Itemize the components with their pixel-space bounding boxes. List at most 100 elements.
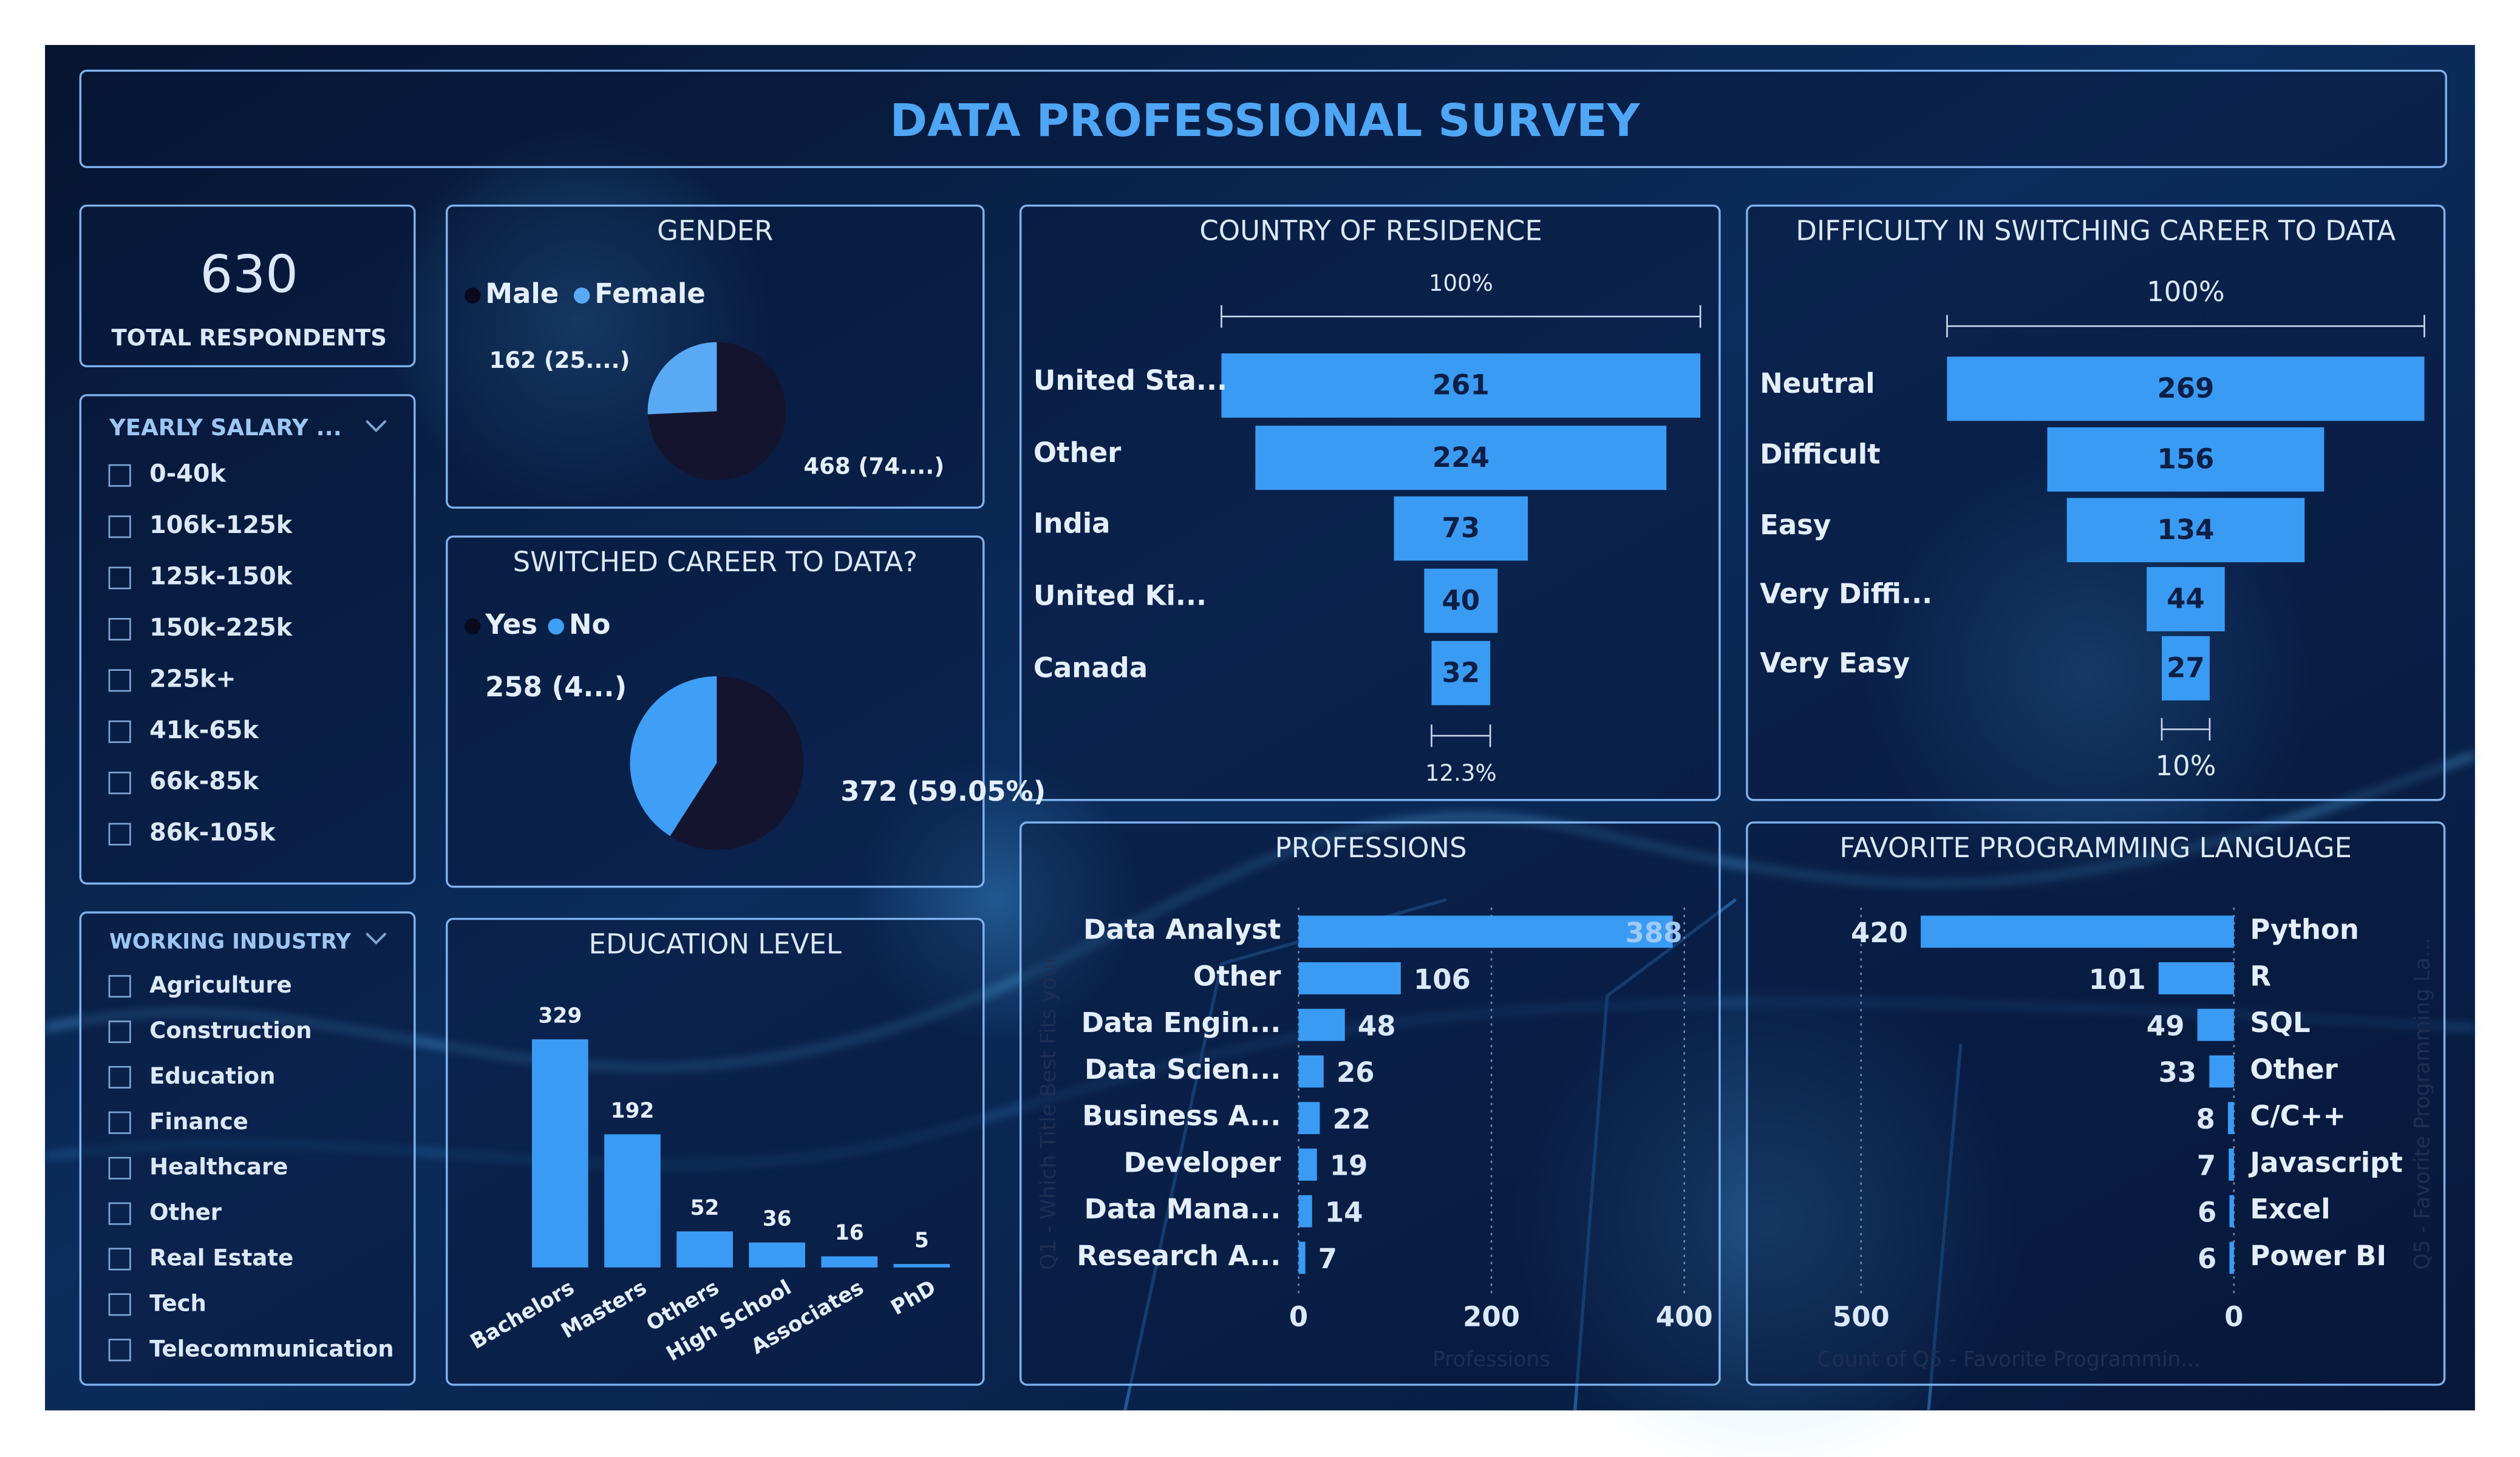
slicer-item[interactable]: 150k-225k [149, 614, 293, 642]
checkbox[interactable] [108, 823, 131, 846]
slicer-item[interactable]: 0-40k [149, 460, 226, 488]
data-label: 6 [2198, 1243, 2216, 1275]
data-label: 33 [2159, 1056, 2197, 1089]
checkbox[interactable] [108, 1248, 131, 1271]
data-label: 134 [2157, 514, 2215, 546]
slicer-title: YEARLY SALARY ... [109, 415, 342, 441]
category-label: Easy [1760, 509, 1831, 541]
funnel-bottom-label: 12.3% [1425, 760, 1497, 786]
legend-label: No [569, 608, 611, 640]
education-panel [446, 917, 985, 1386]
bar [2209, 1055, 2234, 1088]
slicer-item[interactable]: 66k-85k [149, 767, 259, 795]
bar [749, 1242, 805, 1268]
checkbox[interactable] [108, 669, 131, 692]
panel-title: COUNTRY OF RESIDENCE [1199, 215, 1542, 247]
slicer-item[interactable]: 106k-125k [149, 511, 293, 539]
checkbox[interactable] [108, 1339, 131, 1362]
legend-swatch [464, 618, 481, 635]
bar [1298, 1008, 1345, 1041]
legend-label: Yes [485, 608, 537, 640]
data-label: 5 [914, 1229, 929, 1253]
slicer-item[interactable]: Real Estate [149, 1245, 293, 1271]
slicer-item[interactable]: Agriculture [149, 972, 292, 998]
slicer-item[interactable]: Finance [149, 1109, 248, 1135]
kpi-label: TOTAL RESPONDENTS [112, 325, 387, 351]
industry-slicer [79, 911, 416, 1386]
dropdown-chevron[interactable] [366, 419, 387, 432]
category-label: Python [2250, 914, 2359, 946]
bar [2229, 1195, 2234, 1228]
checkbox[interactable] [108, 772, 131, 795]
pie-slice [647, 342, 786, 481]
category-label: Business A... [1082, 1100, 1281, 1132]
slicer-item[interactable]: 125k-150k [149, 563, 293, 591]
x-tick-label: 0 [1289, 1300, 1308, 1333]
checkbox[interactable] [108, 617, 131, 640]
bar [532, 1039, 588, 1268]
dropdown-chevron[interactable] [366, 932, 387, 945]
slicer-item[interactable]: 86k-105k [149, 819, 276, 847]
data-label: 372 (59.05%) [840, 775, 1046, 807]
checkbox[interactable] [108, 515, 131, 538]
pie-slice [670, 676, 804, 850]
checkbox[interactable] [108, 1156, 131, 1180]
category-label: United Sta... [1034, 364, 1227, 396]
category-label: SQL [2250, 1007, 2310, 1039]
checkbox[interactable] [108, 566, 131, 589]
checkbox[interactable] [108, 464, 131, 487]
data-label: 106 [1414, 963, 1471, 996]
slicer-item[interactable]: Construction [149, 1017, 312, 1044]
data-label: 224 [1432, 441, 1490, 474]
category-label: Difficult [1760, 438, 1881, 470]
title-bar [79, 69, 2447, 168]
bar [1298, 915, 1673, 948]
funnel-bar [2066, 498, 2305, 563]
slicer-item[interactable]: 225k+ [149, 665, 236, 693]
data-label: 258 (4...) [485, 671, 627, 703]
slicer-item[interactable]: Telecommunication [149, 1336, 393, 1362]
data-label: 22 [1333, 1103, 1371, 1135]
bar [2197, 1008, 2234, 1041]
funnel-bar [1424, 568, 1498, 633]
category-label: R [2250, 960, 2271, 992]
data-label: 261 [1432, 369, 1490, 401]
category-label: Very Easy [1760, 647, 1910, 679]
category-label: Other [1193, 960, 1281, 992]
data-label: 26 [1337, 1056, 1375, 1089]
slicer-item[interactable]: 41k-65k [149, 716, 259, 744]
dashboard-title: DATA PROFESSIONAL SURVEY [890, 95, 1640, 147]
bar [1921, 915, 2234, 948]
data-label: 27 [2167, 651, 2205, 684]
checkbox[interactable] [108, 975, 131, 998]
bar [1298, 1102, 1320, 1135]
data-label: 48 [1358, 1010, 1396, 1042]
checkbox[interactable] [108, 1021, 131, 1044]
category-label: Javascript [2248, 1146, 2402, 1178]
category-label: Data Scien... [1085, 1053, 1281, 1085]
slicer-item[interactable]: Healthcare [149, 1154, 288, 1180]
checkbox[interactable] [108, 720, 131, 743]
legend-swatch [464, 287, 481, 304]
funnel-bar [2047, 427, 2324, 492]
category-label: C/C++ [2250, 1100, 2346, 1132]
funnel-bar [2162, 636, 2210, 701]
funnel-bottom-label: 10% [2156, 750, 2216, 782]
slicer-item[interactable]: Other [149, 1200, 222, 1226]
funnel-bar [1394, 496, 1528, 561]
pie-slice [647, 342, 717, 415]
checkbox[interactable] [108, 1111, 131, 1134]
data-label: 49 [2147, 1010, 2185, 1042]
slicer-item[interactable]: Education [149, 1063, 275, 1089]
legend-label: Female [594, 277, 706, 310]
funnel-bar [1947, 356, 2425, 421]
category-label: Developer [1124, 1146, 1282, 1178]
checkbox[interactable] [108, 1202, 131, 1225]
category-label: Data Engin... [1081, 1007, 1281, 1039]
checkbox[interactable] [108, 1293, 131, 1316]
checkbox[interactable] [108, 1065, 131, 1089]
data-label: 162 (25....) [489, 347, 630, 373]
slicer-item[interactable]: Tech [149, 1290, 206, 1316]
data-label: 101 [2089, 963, 2146, 996]
